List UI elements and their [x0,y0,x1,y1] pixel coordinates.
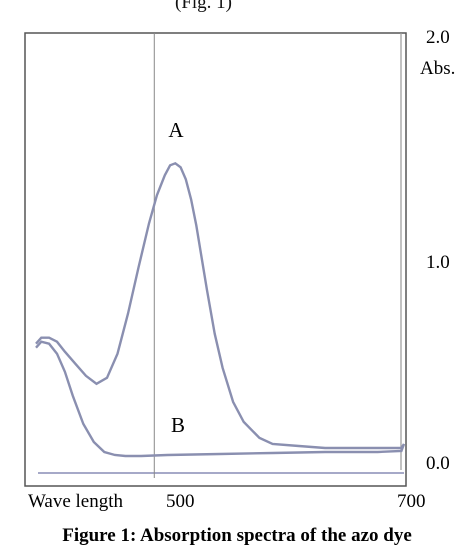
x-tick-label: 700 [397,491,426,512]
y-tick-label: 0.0 [426,453,450,474]
y-axis-label: Abs. [420,58,456,79]
x-tick-label: 500 [166,491,195,512]
plot-frame [24,32,407,487]
series-b-line [35,340,406,458]
y-tick-label: 1.0 [426,252,450,273]
y-tick-label: 2.0 [426,27,450,48]
series-a-line [35,161,406,450]
x-axis-label: Wave length [28,491,124,512]
annotation-b: B [171,413,185,437]
figure-caption: Figure 1: Absorption spectra of the azo … [62,525,412,546]
top-caption: (Fig. 1) [175,0,232,13]
annotation-a: A [168,118,184,142]
